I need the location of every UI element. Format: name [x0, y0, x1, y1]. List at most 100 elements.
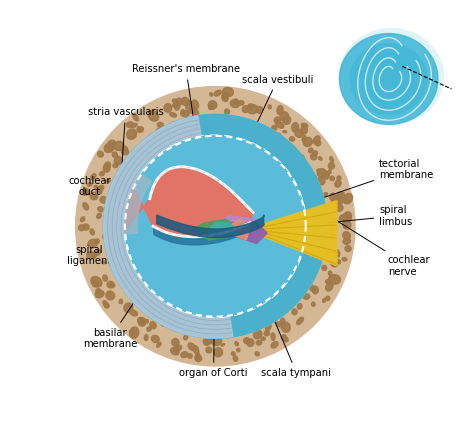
Ellipse shape [329, 231, 336, 237]
Polygon shape [124, 174, 151, 234]
Ellipse shape [127, 129, 137, 139]
Ellipse shape [85, 190, 90, 195]
Ellipse shape [326, 280, 330, 284]
Ellipse shape [102, 261, 105, 264]
Ellipse shape [225, 334, 228, 338]
Ellipse shape [237, 348, 240, 352]
Ellipse shape [121, 149, 128, 155]
Ellipse shape [122, 146, 128, 150]
Ellipse shape [335, 180, 341, 187]
Ellipse shape [343, 194, 353, 204]
Ellipse shape [242, 106, 249, 112]
Ellipse shape [326, 282, 333, 291]
Ellipse shape [181, 110, 184, 113]
Ellipse shape [103, 301, 108, 307]
Ellipse shape [329, 235, 333, 239]
Ellipse shape [195, 355, 201, 362]
Ellipse shape [310, 154, 317, 160]
Ellipse shape [106, 291, 115, 300]
Ellipse shape [254, 330, 262, 339]
Ellipse shape [309, 284, 314, 291]
Ellipse shape [91, 276, 102, 287]
Ellipse shape [185, 117, 188, 121]
Ellipse shape [333, 195, 343, 205]
Ellipse shape [323, 250, 330, 258]
Text: organ of Corti: organ of Corti [179, 237, 248, 378]
Ellipse shape [81, 217, 85, 222]
Ellipse shape [313, 136, 320, 144]
Ellipse shape [235, 342, 238, 346]
Ellipse shape [87, 183, 92, 186]
Ellipse shape [79, 225, 84, 231]
Ellipse shape [343, 213, 351, 222]
Ellipse shape [124, 162, 128, 166]
Ellipse shape [125, 160, 129, 164]
Ellipse shape [173, 99, 177, 103]
Ellipse shape [148, 110, 159, 121]
Text: Credit: Encyclopaedia Britannica: Credit: Encyclopaedia Britannica [202, 250, 305, 254]
Ellipse shape [266, 128, 268, 130]
Ellipse shape [264, 331, 270, 336]
Ellipse shape [93, 195, 97, 199]
Ellipse shape [322, 265, 327, 271]
Ellipse shape [104, 143, 114, 152]
Ellipse shape [94, 185, 99, 190]
Ellipse shape [113, 164, 118, 168]
Ellipse shape [312, 286, 319, 294]
Ellipse shape [113, 266, 115, 267]
Ellipse shape [330, 157, 333, 162]
Ellipse shape [112, 152, 118, 157]
Ellipse shape [82, 188, 88, 195]
Ellipse shape [281, 335, 286, 340]
Ellipse shape [208, 101, 217, 109]
Ellipse shape [107, 281, 114, 288]
Text: Reissner's membrane: Reissner's membrane [132, 64, 240, 168]
Ellipse shape [333, 250, 340, 258]
Ellipse shape [281, 138, 285, 142]
Polygon shape [350, 44, 427, 114]
Ellipse shape [292, 123, 299, 132]
Ellipse shape [150, 322, 156, 329]
Ellipse shape [231, 352, 235, 356]
Ellipse shape [91, 174, 96, 180]
Text: spiral
ligament: spiral ligament [67, 239, 133, 267]
Ellipse shape [210, 93, 213, 96]
Ellipse shape [115, 177, 117, 180]
Ellipse shape [301, 123, 308, 127]
Polygon shape [104, 116, 233, 338]
Ellipse shape [104, 228, 108, 232]
Polygon shape [229, 223, 267, 244]
Ellipse shape [309, 169, 312, 172]
Polygon shape [157, 215, 264, 237]
Ellipse shape [130, 310, 137, 316]
Ellipse shape [212, 337, 222, 345]
Ellipse shape [234, 99, 238, 104]
Ellipse shape [138, 127, 143, 132]
Circle shape [339, 29, 443, 125]
Ellipse shape [119, 299, 123, 304]
Ellipse shape [326, 296, 330, 301]
Ellipse shape [214, 90, 221, 96]
Ellipse shape [284, 337, 288, 342]
Ellipse shape [144, 335, 148, 340]
Ellipse shape [93, 254, 96, 258]
Text: cochlear
nerve: cochlear nerve [331, 217, 430, 277]
Ellipse shape [98, 151, 103, 157]
Ellipse shape [292, 309, 297, 315]
Ellipse shape [301, 125, 307, 134]
Ellipse shape [261, 337, 265, 340]
Text: scala vestibuli: scala vestibuli [237, 75, 313, 165]
Ellipse shape [292, 148, 294, 151]
Ellipse shape [188, 353, 192, 358]
Ellipse shape [181, 352, 188, 358]
Polygon shape [209, 223, 236, 237]
Ellipse shape [256, 106, 263, 113]
Ellipse shape [315, 141, 321, 146]
Ellipse shape [103, 165, 110, 172]
Ellipse shape [108, 146, 114, 150]
Ellipse shape [98, 185, 104, 191]
Polygon shape [371, 63, 406, 95]
Ellipse shape [111, 185, 115, 188]
Ellipse shape [283, 116, 291, 125]
Ellipse shape [129, 327, 139, 338]
